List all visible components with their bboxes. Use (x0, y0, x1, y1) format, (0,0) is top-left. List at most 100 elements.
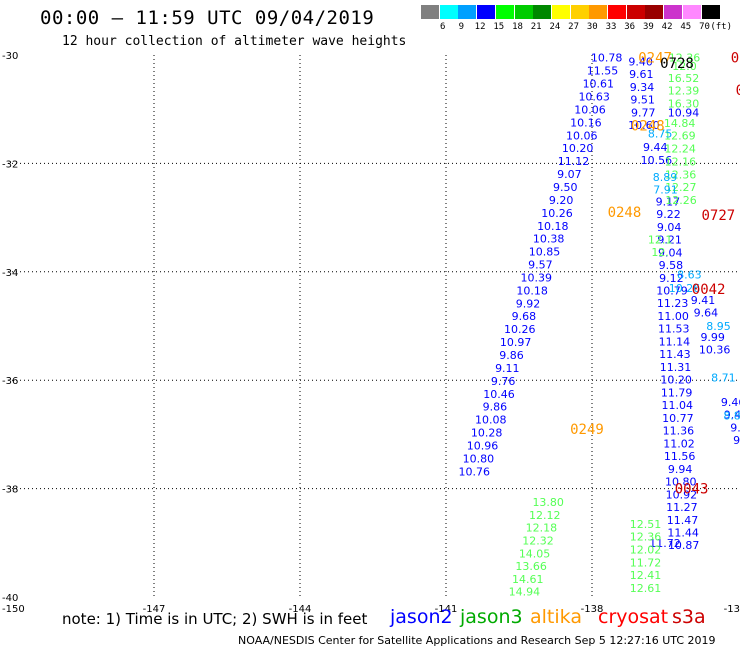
wave-height-value: 10.26 (541, 207, 573, 220)
pass-time-label: 0727 (702, 208, 736, 224)
wave-height-value: 16.52 (668, 72, 700, 85)
wave-height-value: 9.58 (659, 259, 684, 272)
wave-height-value: 12.39 (668, 85, 700, 98)
wave-height-value: 9.12 (659, 272, 684, 285)
wave-height-value: 10.60 (628, 119, 660, 132)
wave-height-value: 10.46 (483, 388, 515, 401)
wave-height-value: 12.18 (526, 522, 558, 535)
wave-height-value: 13.80 (532, 496, 564, 509)
wave-height-value: 12.26 (665, 194, 697, 207)
wave-height-value: 10.28 (471, 427, 503, 440)
wave-height-value: 9.4 (733, 434, 740, 447)
wave-height-value: 11.72 (630, 556, 662, 569)
wave-height-value: 11.55 (587, 65, 619, 78)
wave-height-value: 10.39 (521, 271, 553, 284)
wave-height-value: 9.99 (700, 331, 725, 344)
wave-height-value: 10.85 (529, 246, 561, 259)
wave-height-value: 9.51 (630, 94, 655, 107)
wave-height-value: 10.96 (467, 440, 499, 453)
wave-height-value: 12.32 (522, 535, 554, 548)
wave-height-value: 10.18 (516, 284, 548, 297)
wave-height-value: 14.61 (512, 573, 544, 586)
wave-height-value: 12.41 (630, 569, 662, 582)
colorbar-swatch (701, 5, 720, 19)
wave-height-value: 7.91 (653, 184, 678, 197)
wave-height-value: 12.69 (664, 130, 696, 143)
colorbar-swatch (495, 5, 514, 19)
wave-height-value: 11.72 (649, 537, 681, 550)
colorbar-swatch (439, 5, 458, 19)
colorbar-label: 70 (699, 22, 710, 32)
wave-height-value: 10.97 (500, 336, 532, 349)
wave-height-value: 10.61 (583, 78, 615, 91)
wave-height-value: 12.12 (529, 509, 561, 522)
satellite-legend-cryosat: cryosat (598, 606, 669, 628)
wave-height-value: 10.20 (562, 142, 594, 155)
lat-tick-label: -32 (2, 159, 18, 170)
wave-height-value: 9.21 (657, 234, 682, 247)
wave-height-value: 12.36 (665, 168, 697, 181)
colorbar-unit: (ft) (710, 22, 733, 32)
wave-height-value: 8.86 (723, 409, 740, 422)
colorbar-label: 36 (624, 22, 636, 32)
lon-tick-label: -13 (724, 604, 740, 615)
colorbar-swatch (589, 5, 608, 19)
wave-height-value: 11.56 (664, 450, 696, 463)
wave-height-value: 11.04 (662, 399, 694, 412)
wave-height-value: 12.36 (630, 531, 662, 544)
pass-time-label: 0728 (660, 56, 694, 72)
wave-height-value: 9.04 (657, 221, 682, 234)
colorbar-label: 45 (680, 22, 692, 32)
colorbar-swatch (551, 5, 570, 19)
pass-time-label: 0249 (570, 422, 604, 438)
wave-height-value: 9.92 (516, 297, 541, 310)
satellite-legend-jason2: jason2 (390, 606, 453, 628)
colorbar-swatch (533, 5, 552, 19)
wave-height-value: 9.86 (483, 401, 508, 414)
wave-height-value: 11.02 (663, 437, 695, 450)
wave-height-value: 10.56 (641, 154, 673, 167)
satellite-legend-s3a: s3a (672, 606, 706, 628)
wave-height-value: 9.20 (549, 194, 574, 207)
credit-line: NOAA/NESDIS Center for Satellite Applica… (238, 634, 716, 647)
pass-time-label: 0248 (608, 205, 642, 221)
colorbar-swatch (608, 5, 626, 19)
page-subtitle: 12 hour collection of altimeter wave hei… (62, 34, 407, 49)
lon-tick-label: -147 (143, 604, 166, 615)
wave-height-value: 10.78 (591, 52, 623, 65)
wave-height-value: 11.36 (663, 425, 695, 438)
wave-height-value: 12.0 (672, 60, 697, 73)
pass-time-label: 0042 (692, 282, 726, 298)
wave-height-value: 9.64 (694, 307, 719, 320)
wave-height-value: 12.61 (630, 582, 662, 595)
wave-height-value: 12.27 (665, 181, 697, 194)
wave-height-value: 11.53 (658, 323, 690, 336)
footer-note: note: 1) Time is in UTC; 2) SWH is in fe… (62, 610, 368, 628)
wave-height-value: 11.12 (558, 155, 590, 168)
colorbar-label: 15 (493, 22, 505, 32)
pass-time-label: 0043 (675, 482, 709, 498)
pass-time-label: 004 (736, 83, 740, 99)
wave-height-value: 9.46 (721, 396, 740, 409)
satellite-legend-altika: altika (530, 606, 582, 628)
pass-time-label: 0247 (638, 51, 672, 67)
wave-height-value: 12.36 (669, 52, 701, 65)
wave-height-value: 12.1 (648, 233, 673, 246)
wave-height-value: 12.51 (630, 518, 662, 531)
page-title: 00:00 – 11:59 UTC 09/04/2019 (40, 7, 375, 29)
wave-height-value: 10.26 (504, 323, 536, 336)
pass-time-label: 00 (731, 51, 740, 67)
colorbar-swatch (514, 5, 533, 19)
colorbar-label: 42 (661, 22, 673, 32)
wave-height-value: 14.84 (664, 117, 696, 130)
wave-height-value: 9.44 (643, 141, 668, 154)
pass-time-label: 0248 (631, 118, 665, 134)
wave-height-value: 11.44 (667, 527, 699, 540)
colorbar-swatch (570, 5, 589, 19)
wave-height-value: 9.46 (724, 409, 740, 422)
wave-height-value: 8.89 (653, 171, 678, 184)
wave-height-value: 9.40 (628, 56, 653, 69)
wave-height-value: 9.94 (668, 463, 693, 476)
wave-height-value: 9.68 (512, 310, 537, 323)
wave-height-value: 9.86 (499, 349, 524, 362)
